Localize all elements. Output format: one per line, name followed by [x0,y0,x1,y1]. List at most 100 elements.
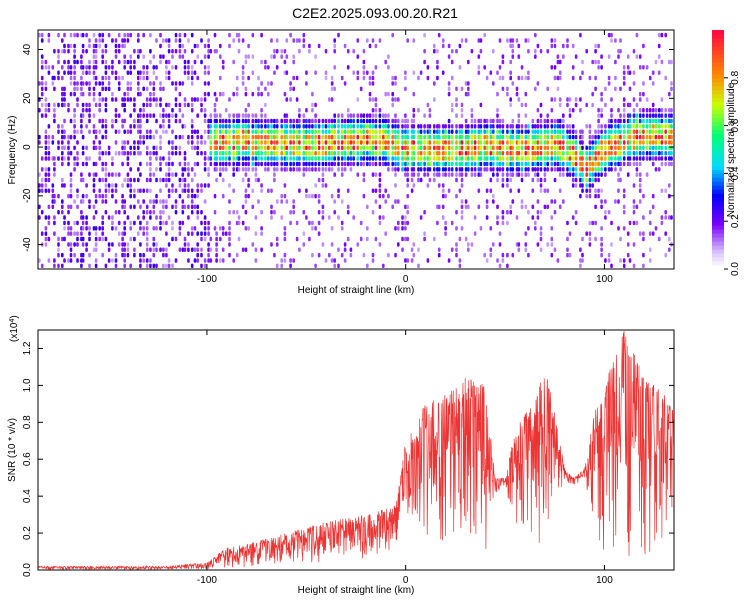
spectrogram-cell [473,124,477,129]
spectrogram-cell [139,269,142,274]
spectrogram-cell [362,172,366,177]
spectrogram-cell [254,177,258,183]
spectrogram-cell [648,210,652,215]
spectrogram-cell [619,49,622,54]
spectrogram-cell [314,226,317,231]
spectrogram-cell [295,38,299,43]
spectrogram-cell [531,140,535,145]
spectrogram-cell [458,156,462,161]
spectrogram-cell [260,183,263,188]
spectrogram-cell [604,140,607,145]
spectrogram-cell [401,215,404,220]
spectrogram-cell [40,102,44,108]
spectrogram-cell [126,183,130,188]
spectrogram-cell [295,151,299,156]
colorbar-swatch [712,89,724,95]
spectrogram-cell [317,231,321,236]
spectrogram-cell [591,59,594,65]
spectrogram-cell [536,172,540,177]
spectrogram-cell [447,91,451,97]
spectrogram-cell [511,54,515,59]
spectrogram-cell [546,156,549,161]
spectrogram-cell [289,134,292,140]
spectrogram-cell [394,145,397,151]
spectrogram-cell [101,161,104,167]
spectrogram-cell [460,124,464,129]
spectrogram-cell [506,177,509,183]
spectrogram-cell [464,118,468,124]
spectrogram-cell [183,204,187,210]
spectrogram-cell [38,32,41,38]
spectrogram-cell [114,70,118,75]
spectrogram-cell [328,156,331,161]
spectrogram-cell [302,118,306,124]
spectrogram-cell [368,91,372,97]
spectrogram-cell [520,156,524,161]
spectrogram-cell [196,161,199,167]
spectrogram-cell [670,156,673,161]
spectrogram-cell [203,258,207,263]
spectrogram-cell [419,124,423,129]
spectrogram-cell [509,129,512,134]
colorbar-swatch [712,93,724,99]
spectrogram-cell [444,193,447,199]
spectrogram-cell [441,161,445,167]
spectrogram-cell [187,172,190,177]
spectrogram-cell [283,236,287,242]
colorbar-swatch [712,57,724,63]
spectrogram-cell [88,86,91,92]
spectrogram-cell [550,167,554,172]
spectrogram-cell [57,242,60,247]
spectrogram-cell [485,118,489,124]
spectrogram-cell [496,129,499,134]
spectrogram-cell [167,215,171,220]
spectrogram-cell [324,124,328,129]
spectrogram-cell [155,167,158,172]
spectrogram-cell [362,156,366,161]
spectrogram-cell [209,49,213,54]
spectrogram-cell [302,167,306,172]
spectrogram-cell [174,145,178,151]
spectrogram-cell [126,156,130,161]
spectrogram-cell [610,151,613,156]
spectrogram-cell [568,167,572,172]
spectrogram-cell [183,70,187,75]
spectrogram-cell [412,151,416,156]
spectrogram-cell [509,156,512,161]
spectrogram-cell [137,151,140,156]
spectrogram-cell [628,102,632,108]
spectrogram-cell [203,220,207,226]
spectrogram-cell [622,226,626,231]
spectrogram-cell [40,81,44,86]
spectrogram-cell [607,118,611,124]
spectrogram-cell [104,172,108,177]
spectrogram-cell [382,263,385,269]
spectrogram-cell [273,172,276,177]
spectrogram-cell [126,242,130,247]
spectrogram-cell [600,242,603,247]
spectrogram-cell [485,156,489,161]
spectrogram-cell [483,129,486,134]
spectrogram-cell [98,177,101,183]
spectrogram-cell [224,151,228,156]
spectrogram-cell [155,193,158,199]
spectrogram-cell [594,188,597,193]
spectrogram-cell [371,97,375,102]
spectrogram-cell [527,210,530,215]
spectrogram-cell [539,129,543,134]
spectrogram-cell [406,151,409,156]
spectrogram-cell [368,124,372,129]
spectrogram-cell [104,199,108,204]
spectrogram-cell [133,145,136,151]
spectrogram-cell [308,134,311,140]
spectrogram-cell [450,161,454,167]
spectrogram-cell [94,38,98,43]
spectrogram-cell [553,210,557,215]
spectrogram-cell [101,75,104,81]
spectrogram-cell [600,65,603,70]
spectrogram-cell [267,269,270,274]
spectrogram-cell [275,167,279,172]
spectrogram-cell [632,118,636,124]
spectrogram-cell [356,129,360,134]
spectrogram-cell [184,269,187,274]
